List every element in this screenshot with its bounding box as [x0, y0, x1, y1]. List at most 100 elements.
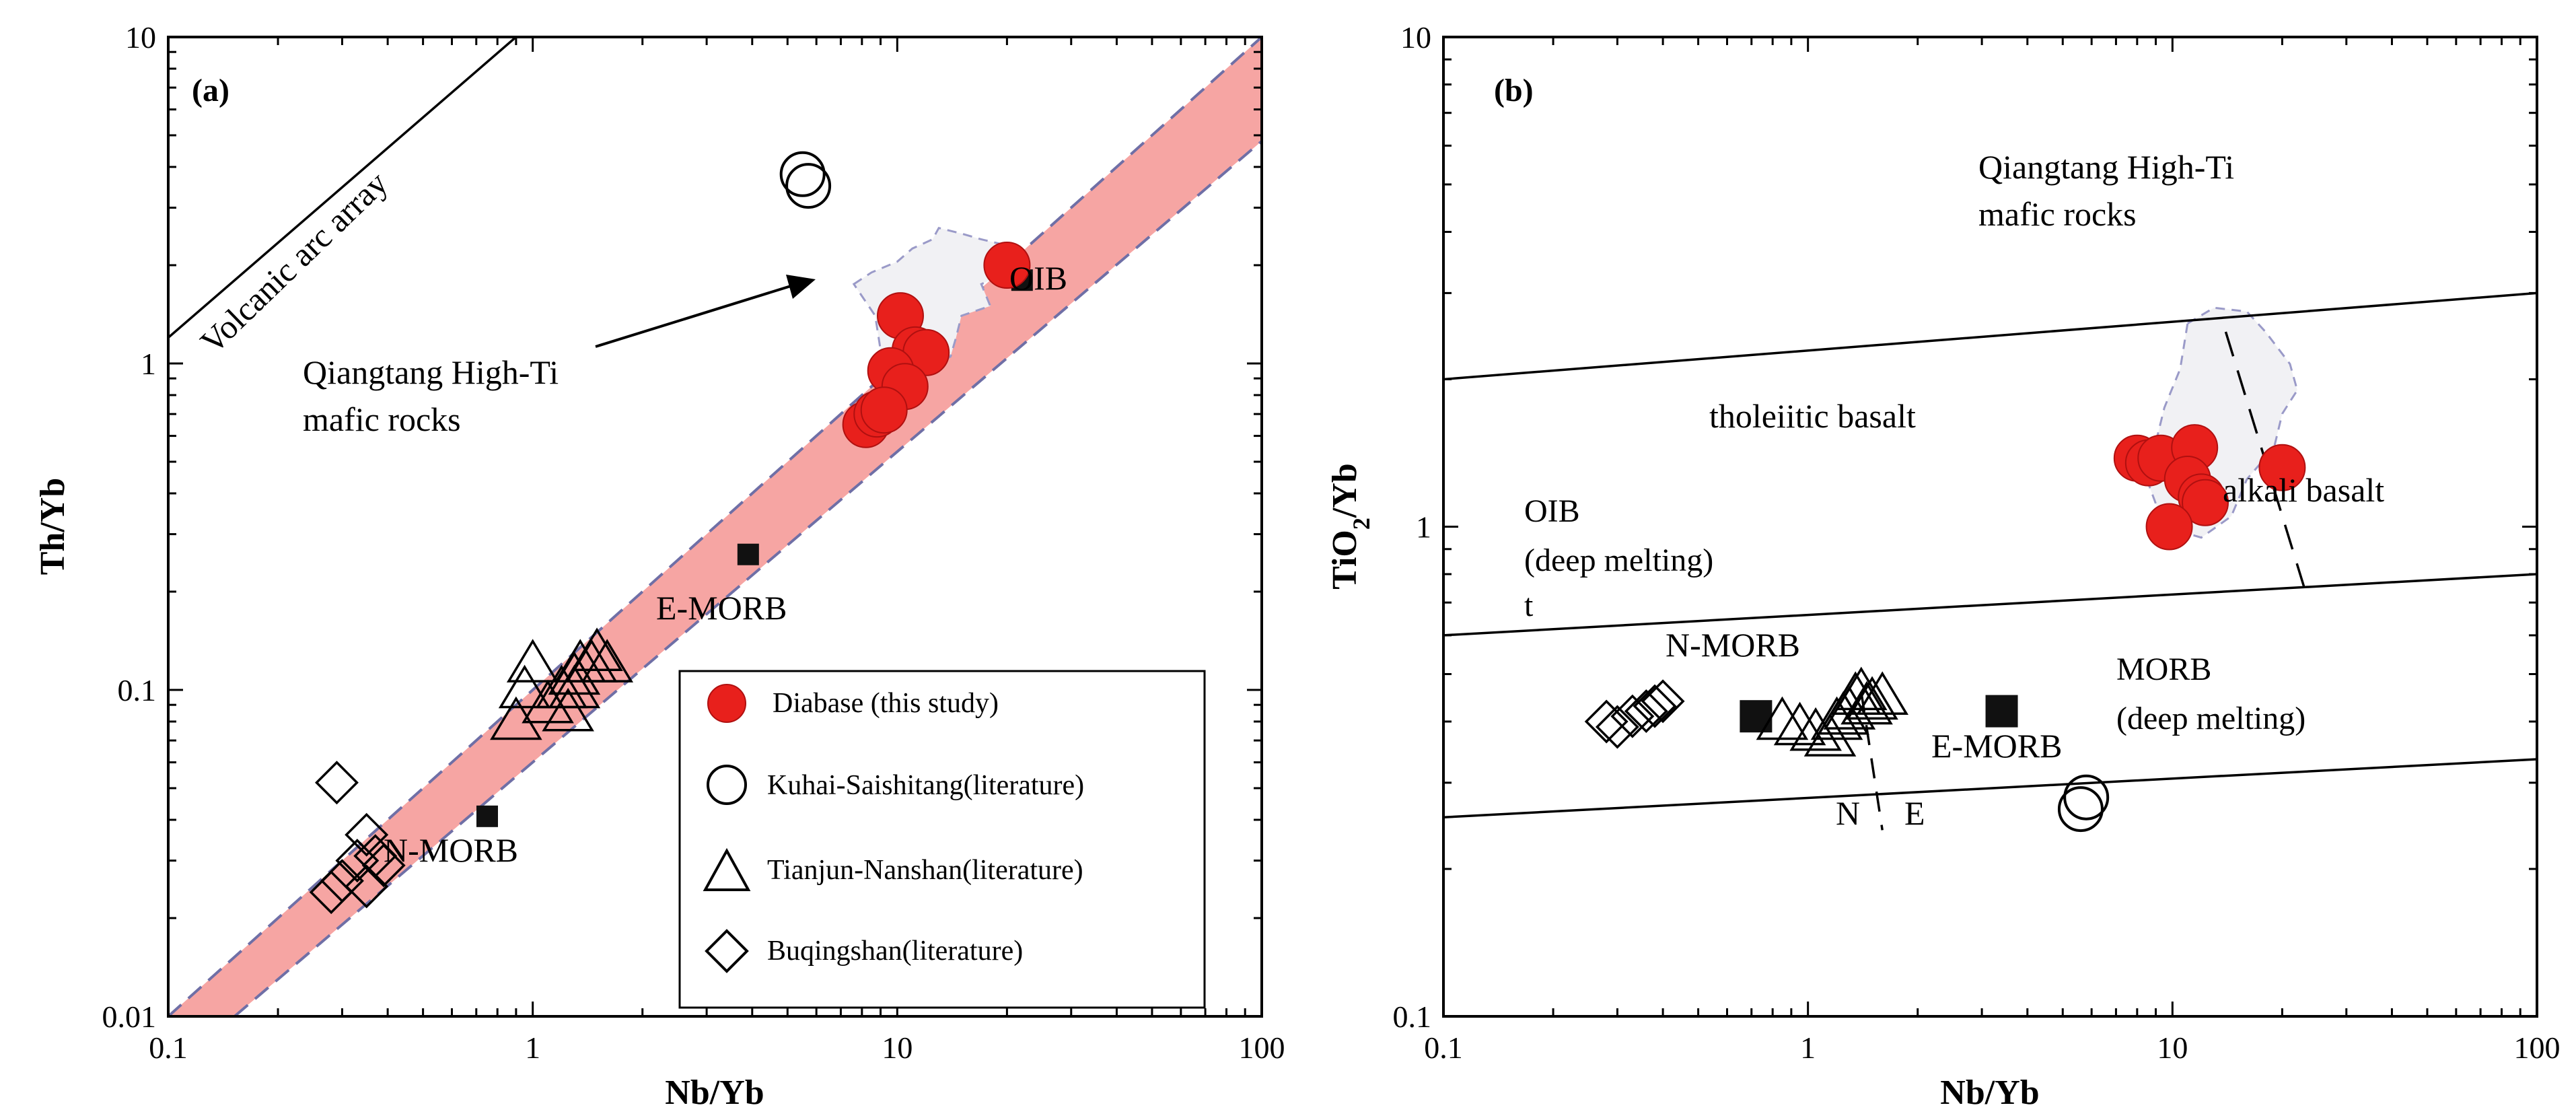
diabase-point — [983, 242, 1031, 289]
legend-marker-diabase — [707, 684, 746, 723]
y-axis-label-a: Th/Yb — [34, 478, 72, 575]
tianjun-point — [542, 687, 594, 732]
tianjun-point — [522, 679, 574, 724]
kuhai-point — [785, 163, 832, 209]
boundary-line-3 — [1443, 758, 2537, 818]
kuhai-point — [779, 151, 826, 197]
kuhai-point — [2057, 786, 2104, 833]
tianjun-point — [1803, 713, 1857, 757]
emorb-label-a: E-MORB — [656, 589, 787, 627]
panel-label-b: (b) — [1494, 73, 1534, 108]
diabase-point — [860, 386, 908, 434]
buqingshan-point — [309, 870, 353, 915]
a-x-tick-label: 100 — [1239, 1030, 1285, 1065]
morb-label-1: MORB — [2116, 652, 2211, 687]
legend-box — [678, 670, 1206, 1009]
tianjun-point — [548, 664, 601, 709]
tianjun-point — [1840, 680, 1893, 725]
b-x-tick-label: 100 — [2514, 1030, 2561, 1065]
tianjun-point — [1773, 701, 1826, 746]
oib-label-a: OIB — [1009, 259, 1067, 297]
buqingshan-point — [1595, 705, 1639, 749]
mantle-array-upper — [168, 37, 1262, 1016]
diabase-point — [2145, 503, 2193, 551]
b-x-tick-label: 1 — [1800, 1030, 1816, 1065]
n-e-divider — [1860, 691, 1884, 831]
tianjun-point — [1856, 671, 1909, 715]
x-axis-label-a: Nb/Yb — [665, 1074, 764, 1112]
diabase-point — [2258, 444, 2306, 491]
tianjun-point — [1846, 676, 1898, 720]
tianjun-point — [498, 664, 551, 709]
buqingshan-point — [345, 864, 389, 909]
ref-point-e-morb — [737, 543, 759, 565]
legend-label-buqingshan: Buqingshan(literature) — [767, 936, 1023, 967]
tianjun-point — [1789, 707, 1842, 751]
volcanic-arc-label: Volcanic arc array — [193, 164, 395, 361]
ref-point-b-n-morb — [1740, 700, 1773, 733]
mantle-array-lower — [234, 140, 1262, 1016]
legend-label-kuhai: Kuhai-Saishitang(literature) — [767, 770, 1084, 801]
alkali-label: alkali basalt — [2223, 471, 2384, 509]
a-y-tick-label: 0.01 — [102, 1000, 157, 1034]
arrowhead-icon — [786, 275, 816, 299]
panel-b: 0.1 1 10 100 0.1 1 10 (b) Nb/Yb TiO2/Yb Qiangt… — [1326, 20, 2561, 1112]
ref-point-n-morb — [476, 805, 498, 827]
legend-marker-tianjun — [703, 847, 751, 891]
oib-label-b-3: t — [1524, 588, 1534, 623]
buqingshan-point — [345, 812, 389, 857]
emorb-label-b: E-MORB — [1931, 727, 2062, 765]
tholeiitic-label: tholeiitic basalt — [1709, 397, 1916, 435]
buqingshan-point — [314, 761, 359, 805]
field-arrow-a — [595, 285, 791, 348]
e-label: E — [1904, 794, 1925, 832]
buqingshan-point — [1610, 694, 1655, 738]
legend-label-diabase: Diabase (this study) — [773, 688, 999, 719]
buqingshan-point — [335, 839, 380, 883]
kuhai-point — [2063, 774, 2110, 820]
y-axis-label-b: TiO2/Yb — [1326, 463, 1375, 590]
nmorb-label-b: N-MORB — [1666, 626, 1800, 664]
a-y-tick-label: 10 — [125, 20, 156, 55]
ref-point-b-e-morb — [1985, 695, 2018, 728]
field-label-b-line1: Qiangtang High-Ti — [1978, 148, 2234, 186]
tianjun-point — [1829, 671, 1882, 715]
oib-label-b-1: OIB — [1524, 493, 1580, 529]
morb-label-2: (deep melting) — [2116, 701, 2305, 736]
buqingshan-point — [1624, 689, 1668, 734]
panel-label-a: (a) — [192, 73, 229, 108]
field-label-b-line2: mafic rocks — [1978, 195, 2137, 233]
buqingshan-point — [1584, 699, 1629, 744]
tianjun-point — [490, 696, 542, 740]
x-axis-label-b: Nb/Yb — [1940, 1074, 2039, 1112]
tianjun-point — [581, 639, 634, 682]
field-label-a-line2: mafic rocks — [303, 400, 461, 438]
tianjun-point — [1810, 696, 1863, 740]
b-y-tick-label: 0.1 — [1393, 1000, 1432, 1034]
tianjun-point — [1756, 696, 1809, 740]
diabase-point — [2182, 479, 2229, 526]
legend: Diabase (this study) Kuhai-Saishitang(li… — [678, 670, 1206, 1009]
field-label-a-line1: Qiangtang High-Ti — [303, 353, 559, 391]
tianjun-point — [571, 627, 623, 671]
legend-marker-kuhai — [707, 765, 747, 805]
plot-frame-a — [167, 36, 1263, 1018]
buqingshan-point — [1641, 679, 1685, 724]
a-x-tick-label: 10 — [882, 1030, 913, 1065]
b-x-tick-label: 10 — [2157, 1030, 2188, 1065]
a-x-tick-label: 0.1 — [149, 1030, 188, 1065]
buqingshan-point — [1633, 684, 1677, 728]
legend-marker-buqingshan — [705, 929, 749, 973]
oib-label-b-2: (deep melting) — [1524, 542, 1713, 578]
a-x-tick-label: 1 — [525, 1030, 540, 1065]
b-x-tick-label: 0.1 — [1424, 1030, 1463, 1065]
tianjun-point — [548, 651, 601, 695]
boundary-line-1 — [1443, 291, 2537, 381]
buqingshan-point — [361, 843, 406, 888]
volcanic-arc-line — [168, 37, 517, 339]
n-label: N — [1836, 794, 1860, 832]
a-y-tick-label: 1 — [141, 347, 156, 381]
boundary-line-2 — [1443, 573, 2537, 637]
